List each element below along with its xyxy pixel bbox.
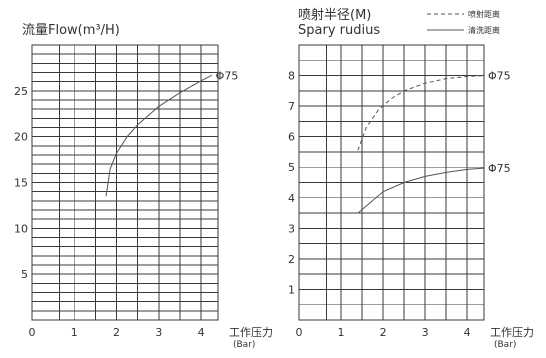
radius-y-tick-label: 8 [288, 70, 295, 83]
radius-y-tick-label: 4 [288, 192, 295, 205]
radius-y-tick-label: 3 [288, 222, 295, 235]
flow-y-tick-label: 5 [21, 268, 28, 281]
radius-series-end-label: Φ75 [488, 70, 511, 83]
flow-y-tick-label: 20 [14, 131, 28, 144]
radius-x-axis-unit: (Bar) [494, 340, 516, 350]
flow-x-axis-unit: (Bar) [233, 340, 255, 350]
flow-y-tick-label: 10 [14, 222, 28, 235]
flow-x-tick-label: 1 [71, 326, 78, 339]
radius-y-tick-label: 7 [288, 100, 295, 113]
radius-legend-label: 喷射距离 [468, 9, 500, 19]
radius-x-tick-label: 4 [464, 326, 471, 339]
radius-x-tick-label: 2 [380, 326, 387, 339]
radius-x-tick-label: 1 [338, 326, 345, 339]
radius-legend-label: 清洗距离 [468, 25, 500, 35]
radius-y-tick-label: 2 [288, 253, 295, 266]
radius-plot-frame [298, 44, 485, 321]
flow-y-tick-label: 15 [14, 177, 28, 190]
radius-x-axis-label: 工作压力 [490, 326, 534, 339]
radius-y-tick-label: 6 [288, 131, 295, 144]
radius-x-tick-label: 0 [296, 326, 303, 339]
flow-x-tick-label: 0 [29, 326, 36, 339]
flow-series-line-0 [105, 74, 212, 197]
flow-chart-title: 流量Flow(m³/H) [22, 23, 120, 38]
radius-series-end-label: Φ75 [488, 162, 511, 175]
flow-x-tick-label: 3 [155, 326, 162, 339]
radius-y-tick-label: 1 [288, 283, 295, 296]
flow-x-tick-label: 2 [113, 326, 120, 339]
flow-x-tick-label: 4 [198, 326, 205, 339]
radius-series-line-1 [357, 167, 485, 214]
flow-plot-frame [31, 44, 219, 321]
flow-series-end-label: Φ75 [216, 69, 239, 82]
flow-y-tick-label: 25 [14, 85, 28, 98]
radius-chart-title: 喷射半径(M) [298, 7, 371, 23]
flow-x-axis-label: 工作压力 [229, 326, 273, 339]
radius-x-tick-label: 3 [422, 326, 429, 339]
radius-chart-subtitle: Spary rudius [298, 23, 380, 38]
radius-series-line-0 [357, 75, 485, 151]
radius-y-tick-label: 5 [288, 161, 295, 174]
